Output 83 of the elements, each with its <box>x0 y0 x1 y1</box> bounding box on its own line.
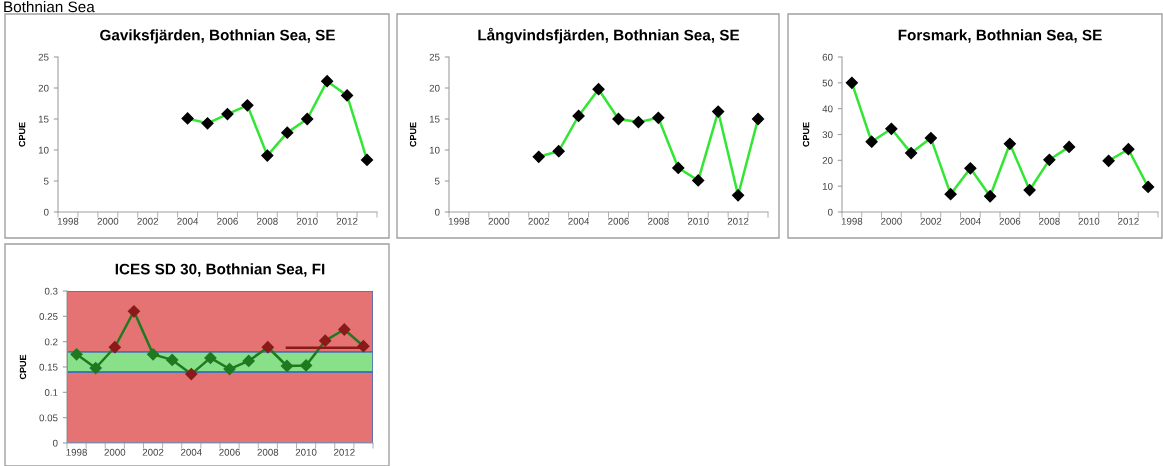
point <box>319 334 332 347</box>
y-tick-label: 0.1 <box>44 389 58 396</box>
y-tick-label: 5 <box>434 177 440 185</box>
x-tick-label: 2008 <box>1039 217 1060 225</box>
point <box>242 354 255 368</box>
y-tick-label: 30 <box>822 131 833 139</box>
x-tick-label: 2004 <box>960 217 981 225</box>
y-tick-label: 0.25 <box>39 313 58 320</box>
y-tick-label: 10 <box>38 146 49 154</box>
point <box>127 305 141 318</box>
point <box>280 359 294 373</box>
y-tick-label: 20 <box>429 84 440 92</box>
y-tick-label: 0 <box>827 208 833 216</box>
y-axis-title: CPUE <box>409 122 417 147</box>
point <box>166 353 179 367</box>
point <box>338 323 351 336</box>
y-tick-label: 0.3 <box>44 287 58 295</box>
x-tick-label: 2000 <box>881 217 902 225</box>
point <box>261 341 274 354</box>
y-tick-label: 15 <box>429 115 440 123</box>
point <box>70 348 83 361</box>
point <box>108 341 121 354</box>
point <box>299 359 313 372</box>
y-tick-label: 60 <box>822 53 833 61</box>
point <box>204 351 217 364</box>
x-tick-label: 2000 <box>104 448 126 456</box>
y-tick-label: 0 <box>52 439 58 447</box>
x-tick-label: 2000 <box>97 217 119 225</box>
x-tick-label: 2002 <box>142 448 164 456</box>
x-tick-label: 2006 <box>219 448 240 456</box>
y-axis-title: CPUE <box>18 122 26 147</box>
x-tick-label: 2004 <box>568 217 590 225</box>
x-tick-label: 2002 <box>920 217 942 225</box>
y-tick-label: 15 <box>38 115 49 123</box>
point <box>185 367 198 381</box>
y-tick-label: 0 <box>434 208 440 216</box>
x-tick-label: 2006 <box>217 217 238 225</box>
x-tick-label: 2012 <box>727 217 749 225</box>
point <box>357 340 370 353</box>
y-tick-label: 20 <box>38 84 49 92</box>
y-tick-label: 25 <box>38 53 49 61</box>
y-tick-label: 0 <box>43 208 49 216</box>
x-tick-label: 2006 <box>608 217 629 225</box>
y-tick-label: 10 <box>822 182 833 190</box>
x-tick-label: 1998 <box>448 217 470 225</box>
y-axis-title: CPUE <box>19 354 27 380</box>
y-tick-label: 50 <box>822 79 833 87</box>
chart-title: Långvindsfjärden, Bothnian Sea, SE <box>478 27 740 44</box>
y-axis-title: CPUE <box>802 122 810 147</box>
y-tick-label: 40 <box>822 105 833 113</box>
text: Bothnian Sea <box>4 1 95 13</box>
x-tick-label: 2006 <box>999 217 1021 225</box>
y-tick-label: 5 <box>43 177 49 185</box>
x-tick-label: 2008 <box>648 217 669 225</box>
y-tick-label: 0.2 <box>44 338 58 346</box>
x-tick-label: 2002 <box>137 217 159 225</box>
chart-title: ICES SD 30, Bothnian Sea, FI <box>115 263 325 277</box>
x-tick-label: 2004 <box>177 217 199 225</box>
x-tick-label: 2000 <box>488 217 510 225</box>
x-tick-label: 2012 <box>1118 217 1139 225</box>
x-tick-label: 1998 <box>57 217 79 225</box>
x-tick-label: 2010 <box>295 448 317 456</box>
x-tick-label: 2012 <box>333 448 355 456</box>
x-tick-label: 2010 <box>687 217 709 225</box>
y-tick-label: 0.15 <box>39 363 58 371</box>
x-tick-label: 2010 <box>296 217 318 225</box>
x-tick-label: 2012 <box>336 217 358 225</box>
x-tick-label: 2008 <box>257 448 279 456</box>
point <box>146 348 160 361</box>
x-tick-label: 1998 <box>841 217 863 225</box>
y-tick-label: 20 <box>822 157 833 164</box>
y-tick-label: 0.05 <box>39 414 58 422</box>
chart-title: Gaviksfjärden, Bothnian Sea, SE <box>100 29 335 44</box>
x-tick-label: 2002 <box>528 217 550 225</box>
y-tick-label: 10 <box>429 146 440 154</box>
chart-title: Forsmark, Bothnian Sea, SE <box>898 29 1102 43</box>
x-tick-label: 2010 <box>1078 217 1100 225</box>
x-tick-label: 1998 <box>66 448 87 456</box>
x-tick-label: 2008 <box>257 217 278 225</box>
y-tick-label: 25 <box>429 53 440 61</box>
x-tick-label: 2004 <box>180 448 202 456</box>
point <box>223 362 236 376</box>
point <box>89 361 102 375</box>
